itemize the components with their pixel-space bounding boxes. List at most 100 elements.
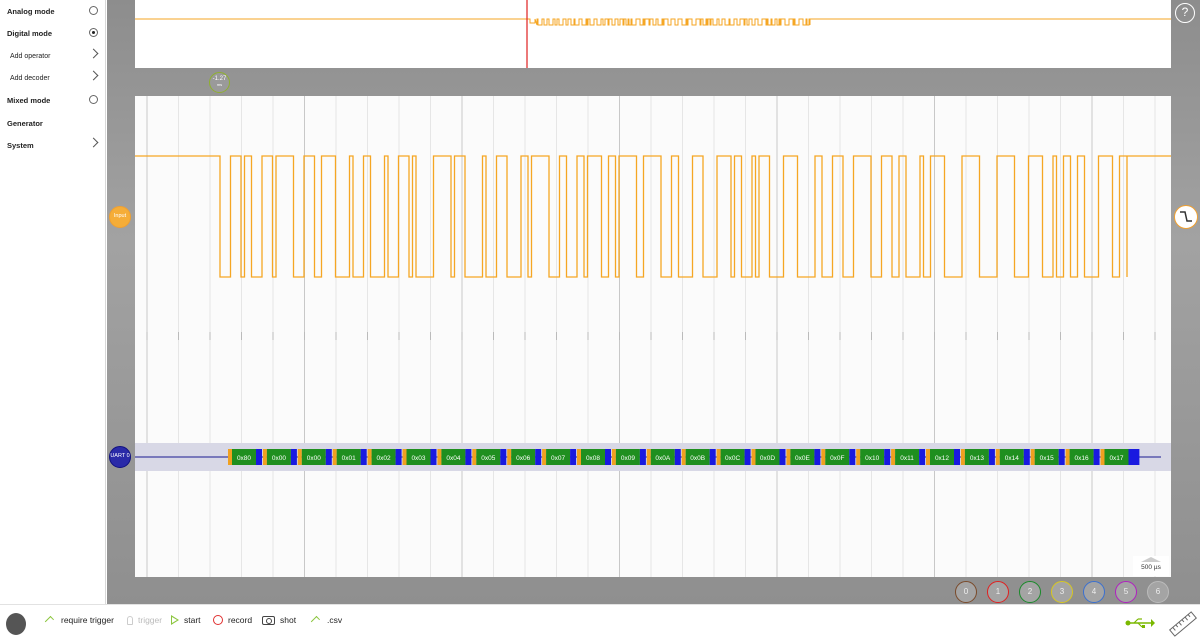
channel-button-2[interactable]: 2 <box>1019 581 1041 603</box>
uart-stop-bit <box>570 449 577 465</box>
uart-decoder-label[interactable]: UART 0 <box>109 446 131 468</box>
uart-data-field <box>615 449 640 465</box>
uart-frame[interactable]: 0x0C <box>716 449 751 465</box>
plot-area[interactable]: 0x80 0x00 0x00 0x01 0x02 0x03 0x04 0x05 0x06 0x07… <box>135 96 1171 577</box>
chevron-right-icon <box>88 137 99 148</box>
uart-frame[interactable]: 0x00 <box>262 449 297 465</box>
timebase-control[interactable]: 500 µs <box>1133 556 1169 576</box>
uart-frame[interactable]: 0x01 <box>332 449 367 465</box>
uart-stop-bit <box>1129 449 1140 465</box>
channel-button-3[interactable]: 3 <box>1051 581 1073 603</box>
uart-data-field <box>441 449 466 465</box>
shot-button[interactable]: shot <box>262 615 296 625</box>
sidebar-item-add-operator[interactable]: Add operator <box>0 45 106 67</box>
sidebar: Analog mode Digital mode Add operator Add d… <box>0 0 106 604</box>
uart-frame[interactable]: 0x80 <box>228 449 262 465</box>
uart-byte-label: 0x03 <box>411 455 425 462</box>
trigger-label: trigger <box>138 615 163 625</box>
sidebar-item-label: Generator <box>7 118 43 128</box>
uart-byte-label: 0x0E <box>795 455 810 462</box>
uart-frame[interactable]: 0x0F <box>821 449 856 465</box>
uart-byte-label: 0x17 <box>1109 455 1123 462</box>
uart-data-field <box>336 449 361 465</box>
usb-icon <box>1125 618 1155 628</box>
record-label: record <box>228 615 253 625</box>
channel-button-5[interactable]: 5 <box>1115 581 1137 603</box>
uart-frame[interactable]: 0x11 <box>891 449 926 465</box>
uart-data-field <box>825 449 850 465</box>
uart-frame[interactable]: 0x00 <box>297 449 332 465</box>
uart-stop-bit <box>849 449 856 465</box>
help-icon: ? <box>1181 5 1189 19</box>
radio-icon[interactable] <box>89 6 98 15</box>
sidebar-item-add-decoder[interactable]: Add decoder <box>0 67 106 89</box>
require-trigger-toggle[interactable]: require trigger <box>44 615 114 625</box>
sidebar-item-digital-mode[interactable]: Digital mode <box>0 22 106 44</box>
uart-frame[interactable]: 0x16 <box>1065 449 1100 465</box>
channel-button-0[interactable]: 0 <box>955 581 977 603</box>
uart-frame[interactable]: 0x0B <box>681 449 716 465</box>
uart-frame[interactable]: 0x06 <box>507 449 542 465</box>
ruler-icon[interactable] <box>1168 611 1198 637</box>
start-button[interactable]: start <box>171 615 201 625</box>
uart-stop-bit <box>290 449 297 465</box>
uart-start-bit <box>856 449 861 465</box>
overview-strip[interactable] <box>135 0 1171 68</box>
uart-byte-label: 0x02 <box>377 455 391 462</box>
uart-frame[interactable]: 0x05 <box>472 449 507 465</box>
sidebar-item-analog-mode[interactable]: Analog mode <box>0 0 106 22</box>
uart-data-field <box>476 449 501 465</box>
uart-start-bit <box>472 449 477 465</box>
uart-byte-label: 0x12 <box>935 455 949 462</box>
help-button[interactable]: ? <box>1175 3 1195 23</box>
cursor-time-marker[interactable]: -1.27 ms <box>209 72 230 93</box>
csv-button[interactable]: .csv <box>310 615 342 625</box>
uart-frame[interactable]: 0x0E <box>786 449 821 465</box>
record-button[interactable]: record <box>213 615 252 625</box>
uart-stop-bit <box>360 449 367 465</box>
sidebar-item-system[interactable]: System <box>0 134 106 156</box>
sidebar-item-label: Digital mode <box>7 28 53 38</box>
uart-frame[interactable]: 0x13 <box>960 449 995 465</box>
sidebar-item-mixed-mode[interactable]: Mixed mode <box>0 89 106 111</box>
uart-start-bit <box>1065 449 1070 465</box>
input-channel-label[interactable]: Input <box>109 206 131 228</box>
uart-frame[interactable]: 0x02 <box>367 449 402 465</box>
uart-data-field <box>1104 449 1129 465</box>
uart-frame[interactable]: 0x10 <box>856 449 891 465</box>
uart-frame[interactable]: 0x14 <box>995 449 1030 465</box>
uart-byte-label: 0x14 <box>1005 455 1019 462</box>
uart-frame[interactable]: 0x04 <box>437 449 472 465</box>
shot-label: shot <box>280 615 297 625</box>
channel-button-1[interactable]: 1 <box>987 581 1009 603</box>
uart-frame[interactable]: 0x03 <box>402 449 437 465</box>
uart-stop-bit <box>500 449 507 465</box>
uart-frame[interactable]: 0x15 <box>1030 449 1065 465</box>
channel-button-6[interactable]: 6 <box>1147 581 1169 603</box>
uart-byte-label: 0x0F <box>830 455 844 462</box>
uart-start-bit <box>542 449 547 465</box>
radio-icon[interactable] <box>89 95 98 104</box>
uart-frame[interactable]: 0x07 <box>542 449 577 465</box>
camera-icon <box>262 615 275 625</box>
uart-start-bit <box>786 449 791 465</box>
uart-frame[interactable]: 0x0A <box>646 449 681 465</box>
radio-icon[interactable] <box>89 28 98 37</box>
uart-data-field <box>406 449 431 465</box>
uart-frame[interactable]: 0x09 <box>611 449 646 465</box>
uart-frame[interactable]: 0x12 <box>926 449 960 465</box>
uart-byte-label: 0x00 <box>307 455 321 462</box>
trigger-button[interactable]: trigger <box>127 615 162 625</box>
check-icon <box>44 615 55 625</box>
uart-byte-label: 0x06 <box>516 455 530 462</box>
channel-button-4[interactable]: 4 <box>1083 581 1105 603</box>
trigger-edge-button[interactable] <box>1174 205 1198 229</box>
uart-start-bit <box>507 449 512 465</box>
uart-byte-label: 0x0B <box>690 455 705 462</box>
uart-stop-bit <box>988 449 995 465</box>
uart-start-bit <box>402 449 407 465</box>
uart-frame[interactable]: 0x0D <box>751 449 786 465</box>
uart-stop-bit <box>639 449 646 465</box>
uart-frame[interactable]: 0x08 <box>577 449 611 465</box>
uart-stop-bit <box>430 449 437 465</box>
